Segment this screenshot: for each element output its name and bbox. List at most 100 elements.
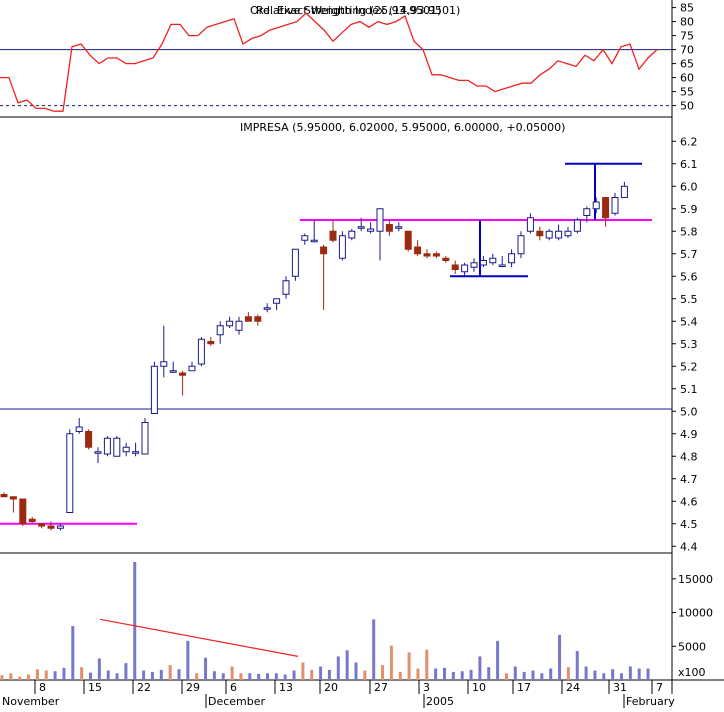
candle-body [479, 260, 487, 266]
candle-body [338, 235, 346, 259]
price-tick-label: 4.8 [680, 450, 698, 463]
candle-body [282, 280, 290, 295]
candle-body [414, 246, 422, 255]
candle-body [573, 219, 581, 232]
x-axis-day-label: 27 [374, 681, 388, 694]
candle-body [620, 185, 628, 198]
x-axis-month-label: 2005 [426, 695, 454, 708]
candle-body [432, 253, 440, 257]
candle-body [395, 226, 403, 229]
candle-body [545, 230, 553, 239]
rsi-overlap-title: Ord. Exact Weighting (25,93.9501) [250, 4, 441, 17]
x-axis-day-label: 6 [230, 681, 237, 694]
candle-body [555, 230, 563, 239]
candle-body [94, 451, 102, 454]
candle-body [442, 257, 450, 261]
x-axis-day-label: 17 [517, 681, 531, 694]
candle-body [141, 422, 149, 455]
price-tick-label: 5.2 [680, 360, 698, 373]
price-title: IMPRESA (5.95000, 6.02000, 5.95000, 6.00… [240, 121, 565, 134]
price-panel: 4.4 4.5 4.6 4.7 4.8 4.9 5.0 5.1 5.2 5.3 5.4 5.5 5.6 5… [0, 135, 698, 553]
price-tick-label: 4.5 [680, 518, 698, 531]
candle-body [254, 316, 262, 322]
candle-body [244, 316, 252, 322]
x-axis-month-label: December [208, 695, 266, 708]
candle-body [197, 338, 205, 365]
candle-body [160, 361, 168, 367]
candle-body [498, 264, 506, 267]
price-tick-label: 5.9 [680, 203, 698, 216]
candle-body [207, 341, 215, 345]
volume-multiplier: x100 [678, 666, 706, 679]
candle-body [564, 230, 572, 237]
candle-body [216, 325, 224, 336]
price-tick-label: 6.1 [680, 158, 698, 171]
candle-body [19, 498, 27, 525]
candle-body [489, 257, 497, 264]
candle-body [602, 197, 610, 219]
candle-body [291, 248, 299, 277]
candle-body [38, 523, 46, 527]
candle-body [169, 370, 177, 373]
candle-body [310, 239, 318, 243]
candle-body [75, 426, 83, 432]
rsi-line [0, 12, 658, 112]
price-tick-label: 5.7 [680, 248, 698, 261]
candle-body [9, 496, 17, 500]
candle-body [470, 262, 478, 268]
price-tick-label: 5.3 [680, 338, 698, 351]
candle-body [150, 365, 158, 414]
candle-body [508, 253, 516, 264]
x-axis-day-label: 29 [186, 681, 200, 694]
x-axis-day-label: 24 [566, 681, 580, 694]
candle-body [461, 264, 469, 273]
price-tick-label: 5.1 [680, 383, 698, 396]
candle-body [85, 431, 93, 448]
price-tick-label: 5.4 [680, 315, 698, 328]
candle-body [188, 365, 196, 372]
candle-body [385, 224, 393, 232]
price-tick-label: 5.5 [680, 293, 698, 306]
candle-body [526, 217, 534, 232]
candle-body [536, 230, 544, 237]
x-axis-day-label: 15 [88, 681, 102, 694]
candle-body [273, 298, 281, 304]
x-axis-day-label: 22 [137, 681, 151, 694]
rsi-tick-label: 50 [680, 100, 694, 113]
price-tick-label: 5.8 [680, 225, 698, 238]
candle-body [263, 307, 271, 310]
candle-body [404, 230, 412, 250]
x-axis-day-label: 7 [656, 681, 663, 694]
candle-body [28, 518, 36, 522]
candle-body [367, 228, 375, 232]
price-tick-label: 4.6 [680, 495, 698, 508]
price-tick-label: 4.4 [680, 540, 698, 553]
candle-body [226, 320, 234, 327]
x-axis-day-label: 8 [39, 681, 46, 694]
x-axis-day-label: 10 [472, 681, 486, 694]
volume-trend-line [99, 618, 299, 657]
volume-panel: 5000 10000 15000 [0, 562, 713, 680]
candle-body [103, 437, 111, 455]
candle-body [47, 525, 55, 529]
volume-tick-label: 10000 [678, 607, 713, 620]
candle-body [132, 451, 140, 454]
candle-body [451, 264, 459, 270]
rsi-tick-label: 85 [680, 2, 694, 15]
candle-body [301, 235, 309, 241]
x-axis-day-label: 31 [613, 681, 627, 694]
x-axis-day-label: 3 [423, 681, 430, 694]
candle-body [122, 446, 130, 453]
x-axis-day-label: 20 [324, 681, 338, 694]
candle-body [583, 208, 591, 216]
volume-tick-label: 15000 [678, 573, 713, 586]
candle-body [179, 372, 187, 376]
candle-body [348, 230, 356, 239]
price-tick-label: 6.0 [680, 180, 698, 193]
candle-body [235, 320, 243, 331]
x-axis-month-label: November [2, 695, 60, 708]
price-tick-label: 4.7 [680, 473, 698, 486]
